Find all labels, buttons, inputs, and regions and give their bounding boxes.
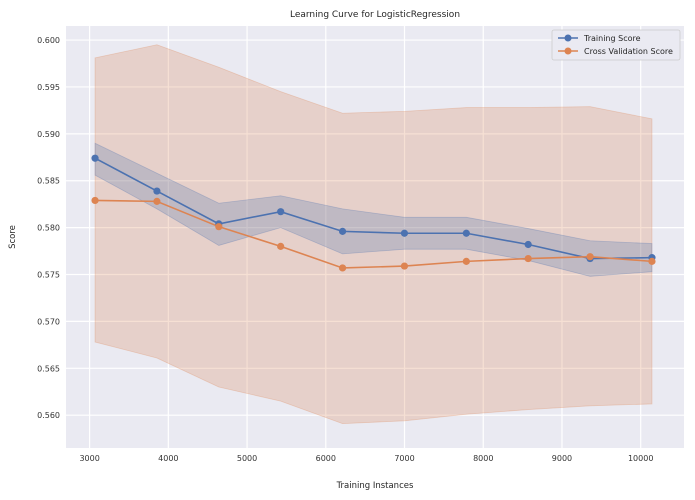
y-tick-label: 0.590: [37, 130, 60, 139]
point-series-1: [91, 196, 99, 205]
confidence-bands: [94, 44, 653, 425]
x-tick-label: 10000: [628, 454, 653, 463]
legend-box: [551, 29, 681, 61]
y-tick-label: 0.560: [37, 411, 60, 420]
point-series-1: [215, 223, 223, 231]
x-tick-label: 5000: [237, 454, 257, 463]
point-series-1: [524, 254, 532, 263]
point-series-0: [400, 229, 409, 237]
x-tick-label: 6000: [316, 454, 336, 463]
point-series-1: [586, 253, 594, 261]
legend: Training Score Cross Validation Score: [551, 29, 681, 61]
x-tick-label: 4000: [158, 454, 178, 463]
y-tick-label: 0.565: [37, 364, 60, 373]
legend-training-marker: [564, 34, 572, 42]
line-series-1: [95, 199, 653, 269]
point-series-0: [524, 240, 532, 249]
point-series-0: [153, 187, 161, 195]
point-series-1: [462, 257, 470, 265]
point-series-0: [462, 229, 470, 237]
point-series-0: [277, 208, 285, 216]
grid: [66, 26, 684, 448]
legend-training-label: Training Score: [583, 34, 641, 43]
y-tick-label: 0.595: [37, 83, 60, 92]
x-axis-label: Training Instances: [336, 481, 414, 491]
x-tick-label: 7000: [394, 454, 414, 463]
band-series-0: [94, 142, 653, 277]
y-tick-label: 0.585: [37, 177, 60, 186]
y-tick-label: 0.580: [37, 224, 60, 233]
x-tick-label: 8000: [473, 454, 493, 463]
legend-cv-marker: [564, 47, 572, 55]
x-tick-labels: 3000 4000 5000 6000 7000 8000 9000 10000: [79, 454, 653, 463]
y-tick-label: 0.575: [37, 271, 60, 280]
band-series-1: [94, 44, 653, 425]
point-series-0: [91, 154, 99, 162]
plot-background: [66, 26, 684, 448]
legend-cv-label: Cross Validation Score: [584, 47, 673, 56]
point-series-1: [648, 257, 656, 265]
y-tick-label: 0.600: [37, 36, 60, 45]
point-series-0: [338, 227, 347, 235]
point-series-1: [338, 264, 347, 272]
point-series-1: [277, 242, 285, 250]
line-series-0: [94, 157, 652, 260]
x-tick-label: 9000: [552, 454, 572, 463]
y-axis-label: Score: [8, 225, 18, 249]
series-points: [91, 154, 656, 272]
chart-title: Learning Curve for LogisticRegression: [290, 10, 460, 20]
point-series-1: [400, 262, 409, 270]
series-lines: [94, 157, 653, 269]
y-tick-labels: 0.560 0.565 0.570 0.575 0.580 0.585 0.590 0.595…: [37, 36, 60, 420]
y-tick-label: 0.570: [37, 317, 60, 326]
point-series-1: [153, 197, 161, 205]
x-tick-label: 3000: [79, 454, 99, 463]
